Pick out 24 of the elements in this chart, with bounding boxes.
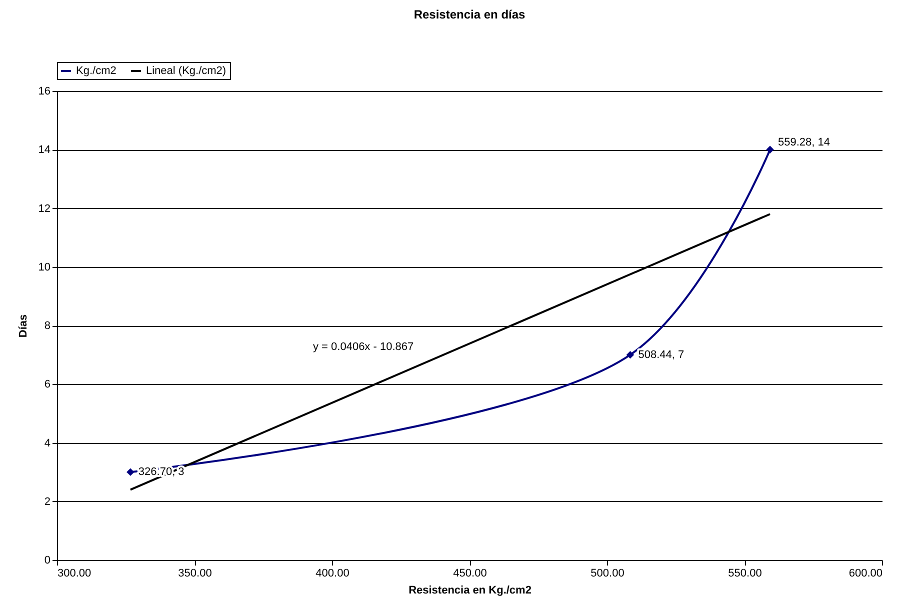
x-tick-label: 300.00 bbox=[58, 568, 92, 580]
chart-title: Resistencia en días bbox=[414, 8, 526, 22]
x-tick-label: 600.00 bbox=[848, 568, 882, 580]
annotation: y = 0.0406x - 10.867 bbox=[313, 341, 414, 353]
data-label: 559.28, 14 bbox=[778, 136, 830, 149]
legend-label: Lineal (Kg./cm2) bbox=[146, 65, 226, 77]
x-tick-label: 350.00 bbox=[178, 568, 212, 580]
y-tick-label: 8 bbox=[44, 320, 50, 332]
y-tick-label: 2 bbox=[44, 496, 50, 508]
x-tick-label: 450.00 bbox=[453, 568, 487, 580]
x-tick-label: 500.00 bbox=[590, 568, 624, 580]
y-tick-label: 4 bbox=[44, 437, 50, 450]
y-axis-title: Días bbox=[17, 314, 30, 338]
y-tick-label: 0 bbox=[44, 554, 50, 566]
y-tick-label: 10 bbox=[38, 261, 50, 274]
x-tick-label: 550.00 bbox=[728, 568, 762, 580]
x-tick-label: 400.00 bbox=[316, 568, 350, 580]
y-tick-label: 6 bbox=[44, 378, 50, 391]
y-tick-label: 14 bbox=[38, 144, 50, 156]
y-tick-label: 16 bbox=[38, 86, 50, 98]
data-label: 508.44, 7 bbox=[638, 348, 684, 361]
y-tick-label: 12 bbox=[38, 202, 50, 215]
legend-label: Kg./cm2 bbox=[76, 65, 116, 77]
x-axis-title: Resistencia en Kg./cm2 bbox=[408, 584, 532, 596]
